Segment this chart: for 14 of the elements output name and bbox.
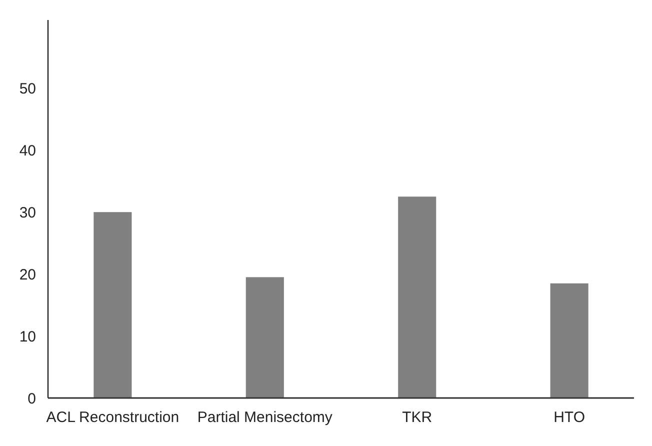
x-tick-label: HTO (554, 409, 586, 426)
x-tick-label: Partial Menisectomy (197, 409, 333, 426)
x-tick-label: ACL Reconstruction (46, 409, 180, 426)
bar (398, 196, 436, 398)
bar (246, 277, 284, 398)
x-tick-label: TKR (402, 409, 432, 426)
bar (550, 283, 588, 398)
y-tick-label: 20 (19, 266, 36, 284)
y-tick-label: 40 (19, 142, 36, 160)
y-tick-label: 50 (19, 80, 36, 98)
y-tick-label: 30 (19, 204, 36, 222)
y-tick-label: 10 (19, 328, 36, 346)
bar (94, 212, 132, 398)
y-tick-label: 0 (28, 390, 36, 408)
